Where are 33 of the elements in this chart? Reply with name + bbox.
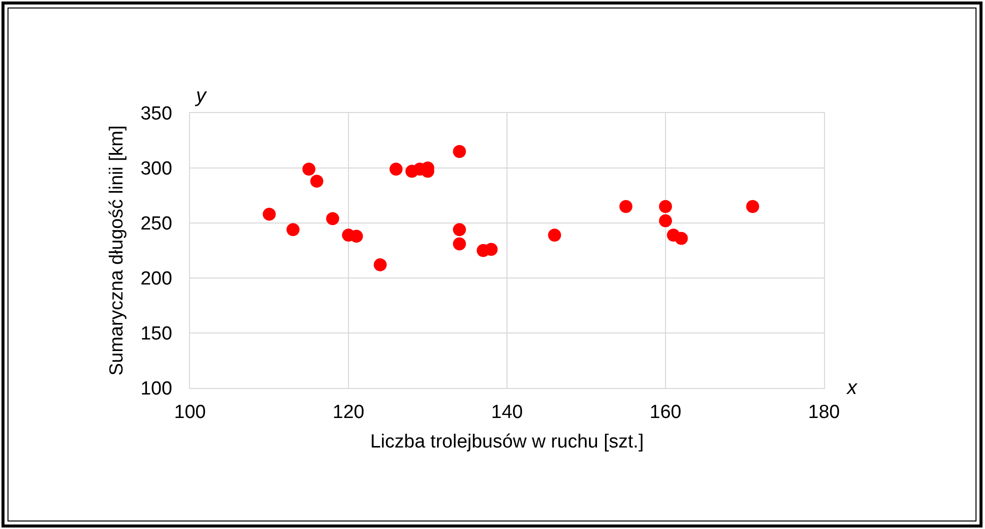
y-tick-label: 250 <box>140 214 172 235</box>
point <box>262 208 276 221</box>
y-tick-label: 150 <box>140 324 172 345</box>
point <box>390 162 403 176</box>
y-axis-title: Sumaryczna długość linii [km] <box>106 125 128 376</box>
point <box>374 258 387 272</box>
point <box>548 228 562 242</box>
point <box>310 174 324 188</box>
point <box>452 145 466 158</box>
point <box>619 200 632 213</box>
x-axis-title: Liczba trolejbusów w ruchu [szt.] <box>370 432 644 453</box>
point <box>286 223 300 236</box>
point <box>659 200 672 213</box>
x-tick-label: 140 <box>491 402 523 423</box>
point <box>452 223 466 236</box>
point <box>746 200 760 213</box>
point <box>452 237 466 250</box>
y-tick-label: 300 <box>140 158 172 180</box>
y-tick-label: 350 <box>140 104 172 125</box>
x-tick-label: 180 <box>808 402 840 423</box>
x-tick-label: 100 <box>174 402 206 423</box>
point <box>302 162 316 176</box>
y-tick-label: 200 <box>140 268 172 290</box>
point <box>659 214 672 228</box>
text: x <box>846 377 858 399</box>
x-tick-label: 120 <box>332 402 364 423</box>
point <box>326 212 340 226</box>
y-tick-label: 100 <box>140 378 172 400</box>
point <box>350 230 363 243</box>
point <box>674 232 688 245</box>
x-tick-label: 160 <box>650 402 682 423</box>
text: y <box>194 85 207 107</box>
point <box>484 242 498 256</box>
